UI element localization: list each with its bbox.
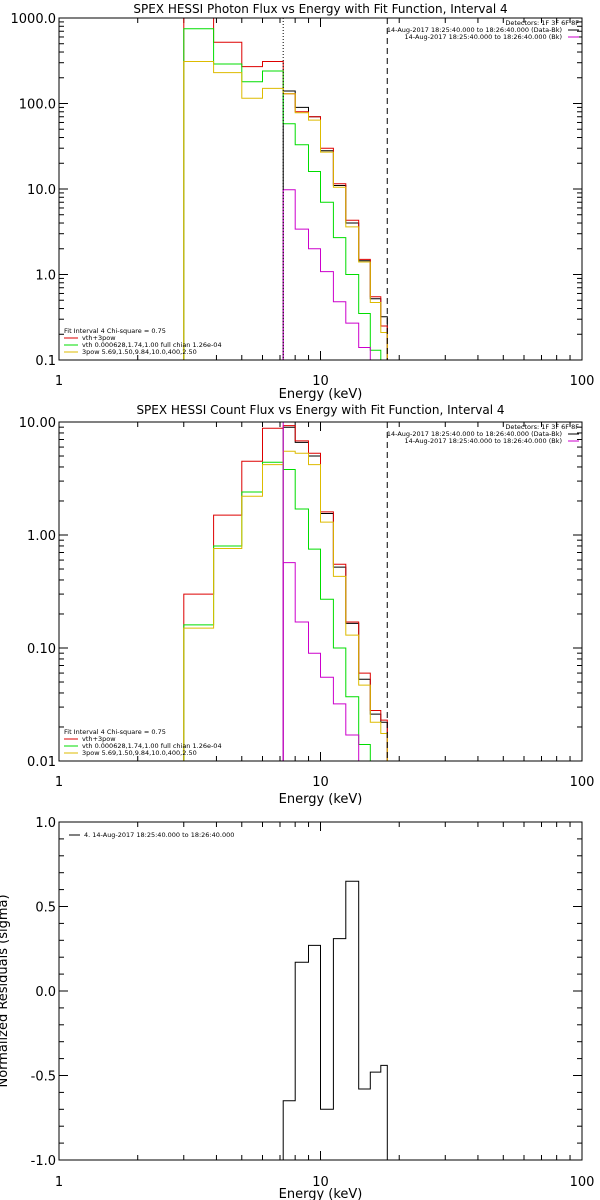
series-line-background <box>282 189 382 360</box>
y-axis: 0.01 0.10 1.00 10.00 <box>19 416 582 770</box>
x-tick-label: 1 <box>55 374 63 389</box>
series-line-background <box>282 562 382 761</box>
x-tick-label: 100 <box>570 374 595 389</box>
y-tick-label: 1.00 <box>27 529 56 544</box>
fit-legend: Fit Interval 4 Chi-square = 0.75vth+3pow… <box>64 728 222 757</box>
legend-title: Fit Interval 4 Chi-square = 0.75 <box>64 327 166 335</box>
y-tick-label: -1.0 <box>31 1154 56 1169</box>
chart-panel-2: SPEX HESSI Count Flux vs Energy with Fit… <box>19 403 595 807</box>
series-line-powerlaw <box>183 61 388 360</box>
legend-title: Fit Interval 4 Chi-square = 0.75 <box>64 728 166 736</box>
residual-legend: 4. 14-Aug-2017 18:25:40.000 to 18:26:40.… <box>69 831 234 839</box>
series-line-thermal <box>183 28 382 360</box>
plot-frame <box>58 17 583 361</box>
y-axis-label: Normalized Residuals (sigma) <box>0 894 11 1087</box>
series-line-total <box>183 425 388 761</box>
y-tick-label: 1.0 <box>35 816 56 831</box>
info-line: 14-Aug-2017 18:25:40.000 to 18:26:40.000… <box>405 33 562 41</box>
x-tick-label: 100 <box>570 775 595 790</box>
y-tick-label: 10.0 <box>27 183 56 198</box>
x-tick-label: 1 <box>55 775 63 790</box>
series-line-residuals <box>282 880 388 1160</box>
y-axis: 0.1 1.0 10.0 100.0 1000.0 <box>11 12 582 369</box>
series-line-total <box>183 18 388 360</box>
x-axis: 1 10 100 Energy (keV) <box>55 822 595 1200</box>
series-line-data <box>282 426 388 761</box>
y-tick-label: 0.10 <box>27 642 56 657</box>
x-tick-label: 1 <box>55 1175 63 1190</box>
series-group <box>282 880 388 1160</box>
chart-title: SPEX HESSI Count Flux vs Energy with Fit… <box>136 403 504 417</box>
legend-entry: 4. 14-Aug-2017 18:25:40.000 to 18:26:40.… <box>84 831 234 839</box>
x-tick-label: 10 <box>312 1175 329 1190</box>
legend-entry: vth+3pow <box>82 735 116 743</box>
legend-entry: 3pow 5.69,1.50,9.84,10.0,400,2.50 <box>82 749 197 757</box>
series-line-powerlaw <box>183 450 388 761</box>
series-group <box>183 18 388 360</box>
legend-entry: vth+3pow <box>82 334 116 342</box>
legend-entry: vth 0.000628,1.74,1.00 full chian 1.26e-… <box>82 742 222 750</box>
series-group <box>183 425 388 761</box>
series-line-data <box>282 90 388 360</box>
x-axis-label: Energy (keV) <box>279 1187 363 1200</box>
y-tick-label: 0.01 <box>27 755 56 770</box>
y-tick-label: 0.0 <box>35 985 56 1000</box>
x-axis-label: Energy (keV) <box>279 387 363 402</box>
fit-legend: Fit Interval 4 Chi-square = 0.75vth+3pow… <box>64 327 222 356</box>
y-tick-label: -0.5 <box>31 1070 56 1085</box>
x-axis: 1 10 100 Energy (keV) <box>55 422 595 807</box>
plot-frame <box>58 421 583 762</box>
x-tick-label: 10 <box>312 775 329 790</box>
info-line: Detectors: 1F 3F 6F 8F <box>505 19 579 27</box>
plot-frame <box>58 821 583 1161</box>
info-line: Detectors: 1F 3F 6F 8F <box>505 423 579 431</box>
y-tick-label: 10.00 <box>19 416 56 431</box>
x-axis-label: Energy (keV) <box>279 792 363 807</box>
x-tick-label: 10 <box>312 374 329 389</box>
y-tick-label: 1000.0 <box>11 12 57 27</box>
chart-panel-3: 1 10 100 Energy (keV) -1.0 -0.5 0.0 0.5 1.0 Norma… <box>0 816 594 1200</box>
y-tick-label: 0.5 <box>35 901 56 916</box>
legend-entry: 3pow 5.69,1.50,9.84,10.0,400,2.50 <box>82 348 197 356</box>
x-tick-label: 100 <box>570 1175 595 1190</box>
info-line: 14-Aug-2017 18:25:40.000 to 18:26:40.000… <box>405 437 562 445</box>
legend-entry: vth 0.000628,1.74,1.00 full chian 1.26e-… <box>82 341 222 349</box>
y-tick-label: 0.1 <box>35 354 56 369</box>
chart-title: SPEX HESSI Photon Flux vs Energy with Fi… <box>133 2 507 16</box>
info-line: 14-Aug-2017 18:25:40.000 to 18:26:40.000… <box>387 26 562 34</box>
chart-panel-1: SPEX HESSI Photon Flux vs Energy with Fi… <box>11 2 595 402</box>
y-tick-label: 1.0 <box>35 269 56 284</box>
y-tick-label: 100.0 <box>19 98 56 113</box>
y-axis: -1.0 -0.5 0.0 0.5 1.0 Normalized Residuals (s… <box>0 816 582 1169</box>
info-line: 14-Aug-2017 18:25:40.000 to 18:26:40.000… <box>387 430 562 438</box>
